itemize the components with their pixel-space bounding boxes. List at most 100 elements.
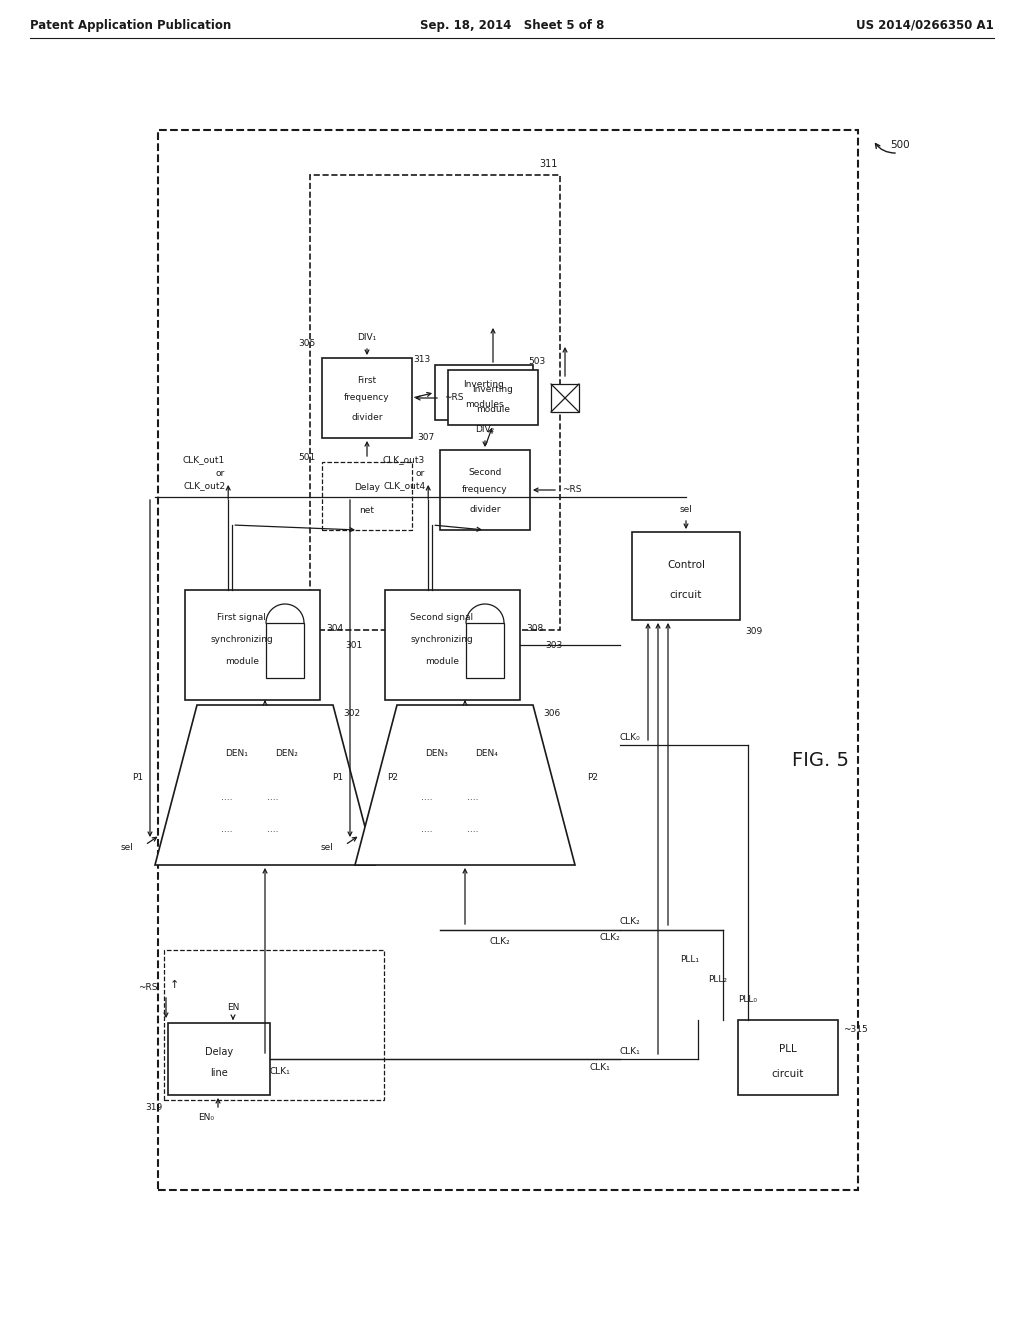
Text: Delay: Delay (354, 483, 380, 492)
Text: FIG. 5: FIG. 5 (792, 751, 849, 770)
Text: ....: .... (421, 793, 433, 803)
Text: modules: modules (465, 400, 504, 409)
Text: CLK₂: CLK₂ (620, 917, 641, 927)
Text: CLK₁: CLK₁ (269, 1067, 291, 1076)
Text: CLK₂: CLK₂ (489, 937, 510, 946)
Text: 308: 308 (526, 624, 544, 634)
Text: 313: 313 (413, 355, 430, 364)
Text: ↑: ↑ (169, 979, 178, 990)
Text: ~315: ~315 (843, 1026, 867, 1035)
Text: P1: P1 (132, 772, 143, 781)
Text: CLK_out1: CLK_out1 (183, 455, 225, 465)
Text: PLL: PLL (779, 1044, 797, 1053)
Text: DIV₁: DIV₁ (357, 334, 377, 342)
Bar (310, 176, 560, 630)
Text: ....: .... (267, 793, 279, 803)
Text: ....: .... (221, 793, 232, 803)
Polygon shape (155, 705, 375, 865)
Text: 302: 302 (343, 709, 360, 718)
Bar (466, 623, 504, 678)
Bar (168, 1023, 270, 1096)
Text: First signal: First signal (217, 612, 266, 622)
Text: 500: 500 (890, 140, 909, 150)
Text: 311: 311 (540, 158, 558, 169)
Text: EN: EN (226, 1002, 240, 1011)
Text: CLK₀: CLK₀ (620, 733, 641, 742)
Text: DEN₄: DEN₄ (475, 748, 499, 758)
Text: 319: 319 (145, 1102, 163, 1111)
Text: 307: 307 (418, 433, 435, 442)
Text: CLK_out3: CLK_out3 (383, 455, 425, 465)
Text: divider: divider (469, 506, 501, 515)
Text: or: or (416, 469, 425, 478)
Bar (158, 129, 858, 1191)
Text: 503: 503 (528, 358, 546, 367)
Text: Control: Control (667, 561, 705, 570)
Text: CLK_out2: CLK_out2 (183, 482, 225, 491)
Text: ....: .... (421, 825, 433, 834)
Text: 303: 303 (545, 640, 562, 649)
Bar (632, 532, 740, 620)
Text: DEN₂: DEN₂ (275, 748, 298, 758)
Text: Sep. 18, 2014   Sheet 5 of 8: Sep. 18, 2014 Sheet 5 of 8 (420, 18, 604, 32)
Text: module: module (224, 657, 259, 667)
Text: module: module (476, 405, 510, 414)
Text: frequency: frequency (462, 486, 508, 495)
Text: CLK₂: CLK₂ (600, 933, 621, 942)
Text: Second: Second (468, 467, 502, 477)
Text: circuit: circuit (670, 590, 702, 601)
Bar (738, 1020, 838, 1096)
Text: ~RS: ~RS (138, 983, 158, 993)
Text: sel: sel (120, 842, 133, 851)
Bar (440, 450, 530, 531)
Text: P2: P2 (387, 772, 398, 781)
Bar (164, 950, 384, 1100)
Text: PLL₀: PLL₀ (738, 995, 758, 1005)
Text: 309: 309 (745, 627, 762, 636)
Text: synchronizing: synchronizing (411, 635, 473, 644)
Text: divider: divider (351, 413, 383, 422)
Text: 304: 304 (326, 624, 343, 634)
Text: net: net (359, 507, 375, 516)
Text: Second signal: Second signal (411, 612, 473, 622)
Bar (266, 623, 304, 678)
Text: US 2014/0266350 A1: US 2014/0266350 A1 (856, 18, 994, 32)
Bar (385, 590, 520, 700)
Text: circuit: circuit (772, 1069, 804, 1078)
Text: DEN₁: DEN₁ (225, 748, 249, 758)
Text: Inverting: Inverting (472, 384, 513, 393)
Polygon shape (355, 705, 575, 865)
Text: DEN₃: DEN₃ (426, 748, 449, 758)
Bar (449, 370, 538, 425)
Text: sel: sel (321, 842, 333, 851)
Text: CLK₁: CLK₁ (620, 1047, 641, 1056)
Text: 305: 305 (299, 338, 316, 347)
Text: ~RS: ~RS (444, 393, 464, 403)
Text: First: First (357, 376, 377, 385)
Text: ....: .... (467, 793, 479, 803)
Bar (551, 384, 579, 412)
Text: ....: .... (221, 825, 232, 834)
Text: ....: .... (467, 825, 479, 834)
Text: ....: .... (267, 825, 279, 834)
Text: sel: sel (680, 506, 692, 515)
Bar (435, 366, 534, 420)
Text: Delay: Delay (205, 1047, 233, 1057)
Text: PLL₁: PLL₁ (681, 956, 699, 965)
Text: ~RS: ~RS (562, 486, 582, 495)
Bar (185, 590, 319, 700)
Text: line: line (210, 1068, 228, 1078)
Text: 306: 306 (543, 709, 560, 718)
Bar (322, 462, 412, 531)
Text: 501: 501 (299, 453, 316, 462)
Text: CLK_out4: CLK_out4 (383, 482, 425, 491)
Text: P1: P1 (332, 772, 343, 781)
Bar (322, 358, 412, 438)
Text: Inverting: Inverting (464, 380, 505, 389)
Text: module: module (425, 657, 459, 667)
Text: DIV₂: DIV₂ (475, 425, 495, 434)
Text: or: or (216, 469, 225, 478)
Text: EN₀: EN₀ (198, 1113, 214, 1122)
Text: 301: 301 (345, 640, 362, 649)
Text: PLL₂: PLL₂ (709, 975, 727, 985)
